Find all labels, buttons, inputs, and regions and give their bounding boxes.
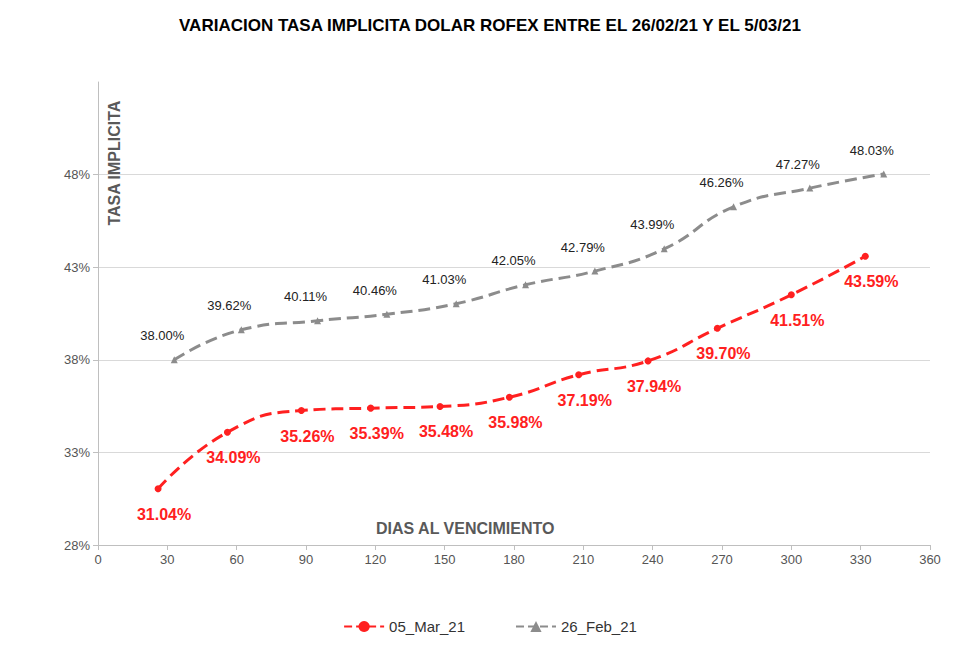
- svg-text:48.03%: 48.03%: [850, 143, 895, 158]
- svg-text:47.27%: 47.27%: [776, 157, 821, 172]
- svg-text:28%: 28%: [64, 538, 90, 553]
- svg-text:46.26%: 46.26%: [700, 175, 745, 190]
- svg-text:43.59%: 43.59%: [844, 273, 898, 290]
- svg-text:48%: 48%: [64, 167, 90, 182]
- svg-text:37.19%: 37.19%: [558, 392, 612, 409]
- svg-text:43.99%: 43.99%: [630, 217, 675, 232]
- svg-text:180: 180: [503, 552, 525, 567]
- svg-text:VARIACION TASA IMPLICITA DOLAR: VARIACION TASA IMPLICITA DOLAR ROFEX ENT…: [179, 16, 801, 35]
- svg-text:05_Mar_21: 05_Mar_21: [389, 618, 465, 635]
- svg-text:210: 210: [572, 552, 594, 567]
- svg-text:37.94%: 37.94%: [627, 378, 681, 395]
- svg-text:39.70%: 39.70%: [696, 345, 750, 362]
- svg-text:TASA IMPLICITA: TASA IMPLICITA: [106, 100, 123, 225]
- svg-text:30: 30: [160, 552, 174, 567]
- svg-text:40.46%: 40.46%: [353, 283, 398, 298]
- svg-text:240: 240: [642, 552, 664, 567]
- svg-text:34.09%: 34.09%: [206, 449, 260, 466]
- svg-text:31.04%: 31.04%: [137, 506, 191, 523]
- svg-text:120: 120: [364, 552, 386, 567]
- svg-text:DIAS AL VENCIMIENTO: DIAS AL VENCIMIENTO: [376, 520, 554, 537]
- svg-text:35.39%: 35.39%: [350, 425, 404, 442]
- svg-text:41.51%: 41.51%: [770, 312, 824, 329]
- svg-text:330: 330: [850, 552, 872, 567]
- svg-text:60: 60: [229, 552, 243, 567]
- svg-text:90: 90: [299, 552, 313, 567]
- svg-text:33%: 33%: [64, 445, 90, 460]
- svg-text:42.79%: 42.79%: [561, 240, 606, 255]
- svg-text:270: 270: [711, 552, 733, 567]
- svg-text:42.05%: 42.05%: [492, 253, 537, 268]
- svg-text:43%: 43%: [64, 260, 90, 275]
- svg-text:38%: 38%: [64, 352, 90, 367]
- svg-text:35.48%: 35.48%: [419, 423, 473, 440]
- svg-text:35.98%: 35.98%: [488, 414, 542, 431]
- svg-text:0: 0: [94, 552, 101, 567]
- svg-text:26_Feb_21: 26_Feb_21: [561, 618, 637, 635]
- svg-text:150: 150: [434, 552, 456, 567]
- svg-text:360: 360: [919, 552, 941, 567]
- svg-text:39.62%: 39.62%: [207, 298, 252, 313]
- svg-text:41.03%: 41.03%: [422, 272, 467, 287]
- svg-text:40.11%: 40.11%: [284, 289, 328, 304]
- svg-text:300: 300: [780, 552, 802, 567]
- svg-text:35.26%: 35.26%: [280, 428, 334, 445]
- svg-text:38.00%: 38.00%: [140, 328, 185, 343]
